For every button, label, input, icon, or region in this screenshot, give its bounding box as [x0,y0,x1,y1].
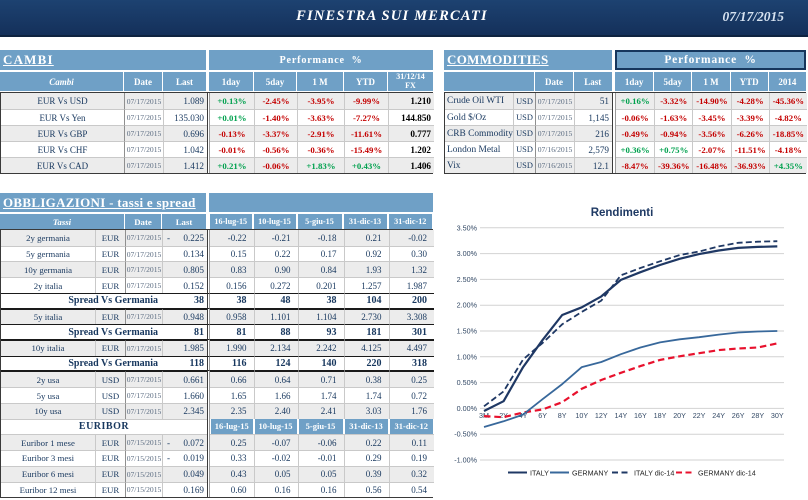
svg-text:1.50%: 1.50% [457,327,478,336]
svg-text:3M: 3M [479,411,489,420]
svg-text:ITALY dic-14: ITALY dic-14 [634,468,674,477]
svg-text:3.50%: 3.50% [457,223,478,232]
svg-text:10Y: 10Y [575,411,588,420]
svg-text:30Y: 30Y [771,411,784,420]
svg-text:6Y: 6Y [538,411,547,420]
svg-text:2.00%: 2.00% [457,301,478,310]
svg-text:20Y: 20Y [673,411,686,420]
svg-text:14Y: 14Y [615,411,628,420]
svg-text:0.00%: 0.00% [457,404,478,413]
svg-text:-1.00%: -1.00% [454,456,477,465]
svg-text:GERMANY: GERMANY [572,468,609,477]
svg-text:Rendimenti: Rendimenti [591,207,654,219]
svg-text:26Y: 26Y [732,411,745,420]
svg-text:24Y: 24Y [712,411,725,420]
svg-text:2.50%: 2.50% [457,275,478,284]
svg-text:18Y: 18Y [654,411,667,420]
svg-text:16Y: 16Y [634,411,647,420]
svg-text:8Y: 8Y [558,411,567,420]
svg-text:GERMANY dic-14: GERMANY dic-14 [698,468,756,477]
svg-text:1.00%: 1.00% [457,352,478,361]
svg-text:ITALY: ITALY [530,468,549,477]
svg-text:3.00%: 3.00% [457,249,478,258]
svg-text:12Y: 12Y [595,411,608,420]
svg-text:0.50%: 0.50% [457,378,478,387]
svg-text:28Y: 28Y [751,411,764,420]
svg-text:-0.50%: -0.50% [454,430,477,439]
svg-text:22Y: 22Y [693,411,706,420]
svg-text:2Y: 2Y [499,411,508,420]
